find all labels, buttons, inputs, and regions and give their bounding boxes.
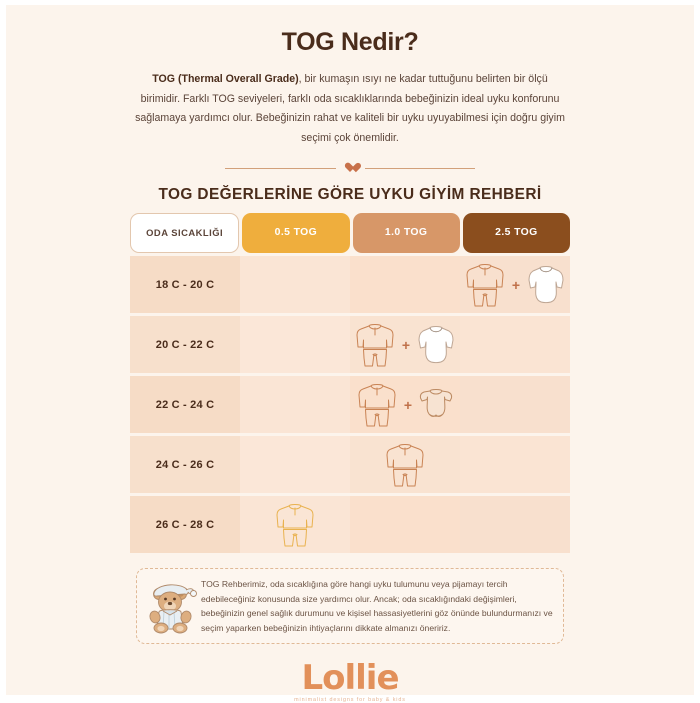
cell-1-0-tog: +: [350, 376, 460, 433]
short-sleeve-bodysuit-icon: [419, 388, 453, 417]
table-row: 24 C - 26 C: [130, 436, 570, 493]
garment-combo: +: [464, 262, 566, 308]
pajama-yellow-icon: [276, 503, 314, 546]
cell-1-0-tog: [350, 436, 460, 493]
garment-combo: +: [356, 382, 454, 428]
column-header-room-temperature: ODA SICAKLIĞI: [130, 213, 240, 253]
cell-0-5-tog: [240, 436, 350, 493]
brand-footer: Lollie minimalist designs for baby & kid…: [265, 660, 435, 703]
cell-2-5-tog: [460, 376, 570, 433]
cell-0-5-tog: [240, 496, 350, 553]
plus-sign: +: [401, 336, 411, 353]
row-temperature-label: 20 C - 22 C: [130, 316, 240, 373]
long-sleeve-bodysuit-icon: [528, 265, 564, 303]
guidance-note-text: TOG Rehberimiz, oda sıcaklığına göre han…: [201, 579, 553, 633]
garment-combo: +: [354, 322, 456, 368]
intro-body-text: , bir kumaşın ısıyı ne kadar tuttuğunu b…: [135, 73, 565, 144]
column-header-0-5-tog: 0.5 TOG: [242, 213, 350, 253]
divider-line-left: [225, 167, 336, 169]
section-title: TOG DEĞERLERİNE GÖRE UYKU GİYİM REHBERİ: [158, 186, 542, 203]
infographic-page: TOG Nedir? TOG (Thermal Overall Grade), …: [6, 5, 694, 703]
table-row: 20 C - 22 C +: [130, 316, 570, 373]
pajama-icon: [386, 443, 424, 486]
heart-icon: [345, 163, 356, 173]
cell-1-0-tog: +: [350, 316, 460, 373]
intro-paragraph: TOG (Thermal Overall Grade), bir kumaşın…: [132, 70, 568, 148]
pajama-icon: [356, 323, 394, 366]
table-row: 26 C - 28 C: [130, 496, 570, 553]
table-row: 22 C - 24 C +: [130, 376, 570, 433]
plus-sign: +: [403, 396, 413, 413]
teddy-bear-icon: [149, 584, 197, 634]
cell-0-5-tog: [240, 376, 350, 433]
cell-1-0-tog: [350, 256, 460, 313]
cell-1-0-tog: [350, 496, 460, 553]
pajama-icon: [358, 383, 396, 426]
column-header-1-0-tog: 1.0 TOG: [352, 213, 460, 253]
divider-line-right: [364, 167, 475, 169]
cell-2-5-tog: +: [460, 256, 570, 313]
heart-divider: [225, 161, 475, 175]
table-header-row: ODA SICAKLIĞI 0.5 TOG 1.0 TOG 2.5 TOG: [130, 213, 570, 253]
cell-0-5-tog: [240, 316, 350, 373]
table-row: 18 C - 20 C +: [130, 256, 570, 313]
cell-2-5-tog: [460, 316, 570, 373]
tog-guide-table: ODA SICAKLIĞI 0.5 TOG 1.0 TOG 2.5 TOG 18…: [130, 213, 570, 553]
lollie-logo: Lollie: [301, 658, 399, 699]
cell-2-5-tog: [460, 436, 570, 493]
long-sleeve-bodysuit-icon: [418, 325, 454, 363]
intro-bold-term: TOG (Thermal Overall Grade): [152, 73, 299, 85]
cell-2-5-tog: [460, 496, 570, 553]
row-temperature-label: 26 C - 28 C: [130, 496, 240, 553]
row-temperature-label: 18 C - 20 C: [130, 256, 240, 313]
guidance-note: TOG Rehberimiz, oda sıcaklığına göre han…: [136, 568, 564, 645]
brand-tagline: minimalist designs for baby & kids: [294, 697, 406, 703]
row-temperature-label: 22 C - 24 C: [130, 376, 240, 433]
page-title: TOG Nedir?: [281, 28, 419, 56]
column-header-2-5-tog: 2.5 TOG: [462, 213, 570, 253]
pajama-icon: [466, 263, 504, 306]
cell-0-5-tog: [240, 256, 350, 313]
row-temperature-label: 24 C - 26 C: [130, 436, 240, 493]
plus-sign: +: [511, 276, 521, 293]
